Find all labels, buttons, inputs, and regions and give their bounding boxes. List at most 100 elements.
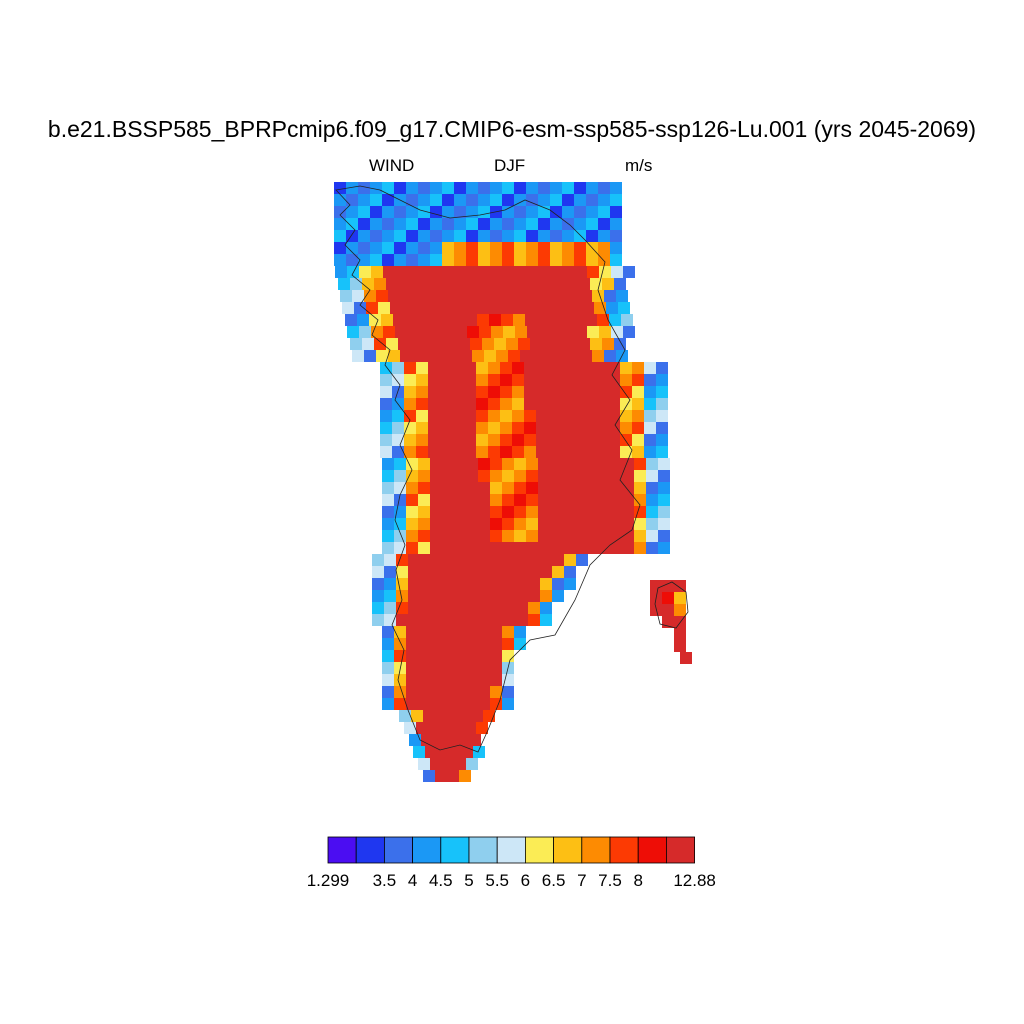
map-cell <box>431 326 443 338</box>
map-cell <box>560 422 572 434</box>
map-cell <box>464 434 476 446</box>
map-cell <box>596 422 608 434</box>
map-cell <box>418 674 430 686</box>
map-cell <box>370 206 382 218</box>
map-cell <box>634 470 646 482</box>
map-cell <box>515 266 527 278</box>
map-cell <box>394 182 406 194</box>
map-cell <box>458 338 470 350</box>
map-cell <box>502 194 514 206</box>
map-cell <box>382 494 394 506</box>
map-cell <box>524 398 536 410</box>
map-cell <box>346 206 358 218</box>
map-cell <box>656 410 668 422</box>
map-cell <box>542 338 554 350</box>
map-cell <box>418 758 430 770</box>
colorbar-tick-label: 7.5 <box>598 871 622 890</box>
map-cell <box>528 590 540 602</box>
map-cell <box>644 446 656 458</box>
map-cell <box>598 494 610 506</box>
map-cell <box>364 350 376 362</box>
map-cell <box>416 422 428 434</box>
map-cell <box>346 182 358 194</box>
map-cell <box>550 542 562 554</box>
map-cell <box>526 518 538 530</box>
map-cell <box>596 446 608 458</box>
map-cell <box>503 326 515 338</box>
map-cell <box>440 362 452 374</box>
map-cell <box>440 398 452 410</box>
map-cell <box>552 578 564 590</box>
map-cell <box>430 650 442 662</box>
map-cell <box>502 530 514 542</box>
map-cell <box>586 506 598 518</box>
map-cell <box>477 314 489 326</box>
map-cell <box>574 254 586 266</box>
map-cell <box>504 602 516 614</box>
map-cell <box>442 686 454 698</box>
map-cell <box>426 302 438 314</box>
map-cell <box>526 242 538 254</box>
map-cell <box>454 686 466 698</box>
map-cell <box>500 386 512 398</box>
map-cell <box>418 458 430 470</box>
map-cell <box>418 530 430 542</box>
map-cell <box>405 314 417 326</box>
map-cell <box>520 350 532 362</box>
map-cell <box>644 374 656 386</box>
map-cell <box>608 422 620 434</box>
map-cell <box>446 278 458 290</box>
map-cell <box>502 482 514 494</box>
map-cell <box>382 470 394 482</box>
map-cell <box>478 494 490 506</box>
map-cell <box>395 266 407 278</box>
map-cell <box>394 242 406 254</box>
map-cell <box>478 194 490 206</box>
colorbar-box <box>412 836 442 864</box>
map-cell <box>404 422 416 434</box>
map-cell <box>443 326 455 338</box>
map-cell <box>474 302 486 314</box>
map-cell <box>380 410 392 422</box>
map-cell <box>384 590 396 602</box>
coastline-iceland <box>654 581 689 629</box>
map-cell <box>528 554 540 566</box>
map-cell <box>656 422 668 434</box>
map-cell <box>476 410 488 422</box>
map-cell <box>430 482 442 494</box>
map-cell <box>442 458 454 470</box>
map-cell <box>542 278 554 290</box>
map-cell <box>490 686 502 698</box>
map-cell <box>500 422 512 434</box>
map-cell <box>604 350 616 362</box>
map-cell <box>610 254 622 266</box>
map-cell <box>454 542 466 554</box>
map-cell <box>338 278 350 290</box>
map-cell <box>444 590 456 602</box>
colorbar-box <box>637 836 667 864</box>
map-cell <box>552 566 564 578</box>
map-cell <box>540 566 552 578</box>
map-cell <box>560 446 572 458</box>
map-cell <box>514 494 526 506</box>
map-cell <box>518 278 530 290</box>
map-cell <box>416 386 428 398</box>
map-cell <box>573 314 585 326</box>
map-cell <box>516 578 528 590</box>
map-cell <box>504 566 516 578</box>
map-cell <box>598 542 610 554</box>
map-cell <box>656 362 668 374</box>
map-cell <box>430 530 442 542</box>
map-cell <box>472 350 484 362</box>
map-cell <box>480 566 492 578</box>
map-cell <box>380 422 392 434</box>
colorbar-tick-label: 8 <box>633 871 642 890</box>
map-cell <box>562 542 574 554</box>
coastline-main <box>335 185 641 753</box>
map-cell <box>478 626 490 638</box>
map-cell <box>528 578 540 590</box>
map-cell <box>556 350 568 362</box>
map-cell <box>358 206 370 218</box>
colorbar-box <box>383 836 413 864</box>
map-cell <box>473 746 485 758</box>
